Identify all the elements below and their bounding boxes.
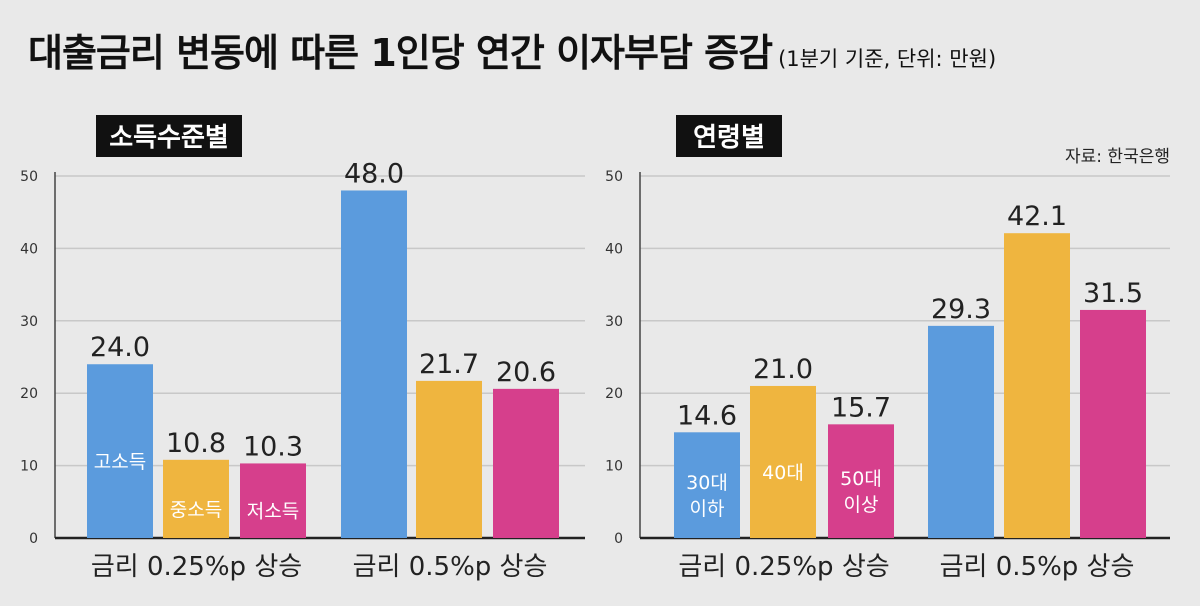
value-label: 14.6 <box>677 400 737 431</box>
value-label: 21.7 <box>419 349 479 380</box>
bar <box>341 190 407 539</box>
bar <box>750 385 816 538</box>
y-tick-label: 50 <box>20 169 38 185</box>
bar <box>928 325 994 538</box>
bar <box>87 364 153 538</box>
value-label: 20.6 <box>496 357 556 388</box>
y-tick-label: 0 <box>614 531 623 547</box>
x-category-label: 금리 0.25%p 상승 <box>678 552 889 582</box>
series-label: 중소득 <box>170 499 222 521</box>
value-label: 15.7 <box>831 392 891 423</box>
series-label: 이상 <box>844 494 879 516</box>
y-tick-label: 10 <box>605 459 623 475</box>
x-category-label: 금리 0.5%p 상승 <box>940 552 1135 582</box>
bar <box>493 388 559 538</box>
bar <box>828 424 894 538</box>
panel-title-badge <box>676 115 782 157</box>
chart-title: 대출금리 변동에 따른 1인당 연간 이자부담 증감 <box>28 31 773 75</box>
title-row: 대출금리 변동에 따른 1인당 연간 이자부담 증감 (1분기 기준, 단위: 만… <box>28 22 996 77</box>
y-tick-label: 50 <box>605 169 623 185</box>
value-label: 31.5 <box>1083 278 1143 309</box>
panel-title-badge <box>96 115 242 157</box>
value-label: 29.3 <box>931 294 991 325</box>
value-label: 48.0 <box>344 158 404 189</box>
x-category-label: 금리 0.25%p 상승 <box>91 552 302 582</box>
y-tick-label: 10 <box>20 459 38 475</box>
value-label: 10.3 <box>243 431 303 462</box>
bar <box>240 463 306 538</box>
source-note: 자료: 한국은행 <box>1065 147 1170 167</box>
value-label: 10.8 <box>166 428 226 459</box>
series-label: 30대 <box>686 472 728 494</box>
bar <box>1080 309 1146 538</box>
y-tick-label: 0 <box>29 531 38 547</box>
bar <box>674 432 740 538</box>
y-tick-label: 40 <box>605 241 623 257</box>
series-label: 이하 <box>690 498 725 520</box>
y-tick-label: 30 <box>605 314 623 330</box>
series-label: 40대 <box>762 462 804 484</box>
chart-subtitle: (1분기 기준, 단위: 만원) <box>778 47 997 71</box>
y-tick-label: 40 <box>20 241 38 257</box>
series-label: 저소득 <box>247 501 299 523</box>
bar <box>416 380 482 538</box>
bar <box>1004 233 1070 539</box>
y-tick-label: 20 <box>20 386 38 402</box>
y-tick-label: 30 <box>20 314 38 330</box>
x-category-label: 금리 0.5%p 상승 <box>353 552 548 582</box>
value-label: 24.0 <box>90 332 150 363</box>
series-label: 고소득 <box>94 451 146 473</box>
bar <box>163 459 229 538</box>
y-tick-label: 20 <box>605 386 623 402</box>
value-label: 42.1 <box>1007 201 1067 232</box>
panel-title: 소득수준별 <box>109 123 229 153</box>
series-label: 50대 <box>840 468 882 490</box>
panel-title: 연령별 <box>693 123 765 153</box>
value-label: 21.0 <box>753 354 813 385</box>
